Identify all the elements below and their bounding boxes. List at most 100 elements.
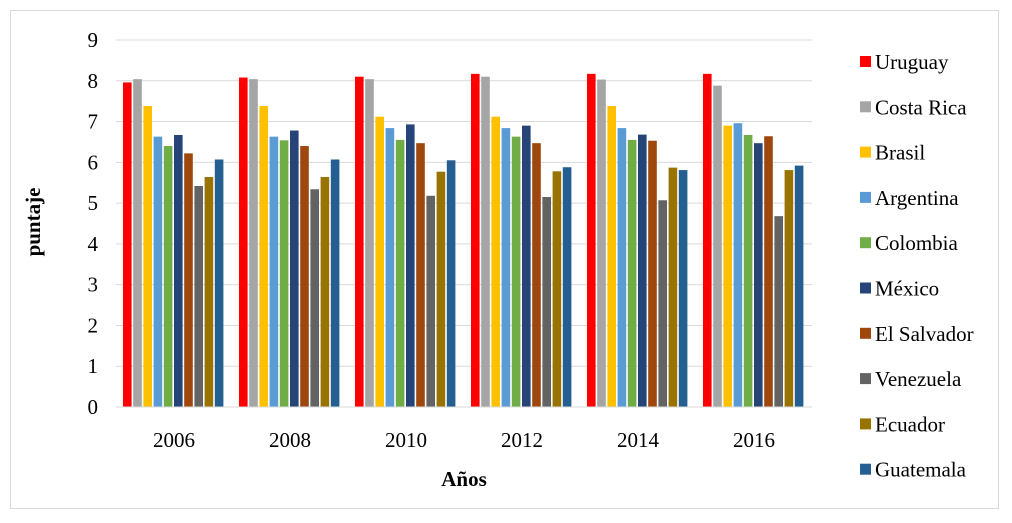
legend-label: Colombia bbox=[875, 231, 959, 255]
bar bbox=[658, 200, 667, 407]
legend-swatch bbox=[860, 282, 871, 294]
bar bbox=[365, 79, 374, 408]
bar bbox=[184, 153, 193, 407]
bar bbox=[300, 146, 309, 407]
bar bbox=[723, 125, 732, 407]
bar bbox=[194, 185, 203, 407]
bar bbox=[784, 170, 794, 407]
y-tick-label: 0 bbox=[88, 395, 99, 419]
x-tick-label: 2008 bbox=[269, 428, 311, 452]
bar bbox=[522, 125, 531, 407]
bar bbox=[395, 139, 405, 407]
bar bbox=[143, 106, 152, 407]
bar bbox=[678, 170, 688, 407]
legend-label: Uruguay bbox=[875, 50, 949, 74]
x-tick-label: 2016 bbox=[733, 428, 775, 452]
bar bbox=[279, 140, 289, 407]
y-tick-label: 5 bbox=[88, 191, 99, 215]
bar bbox=[133, 79, 142, 408]
y-tick-label: 3 bbox=[88, 273, 99, 297]
x-axis-title: Años bbox=[441, 467, 487, 491]
x-tick-label: 2014 bbox=[617, 428, 660, 452]
bar bbox=[743, 135, 753, 407]
legend-label: Brasil bbox=[875, 141, 925, 165]
bar bbox=[375, 116, 384, 407]
x-tick-label: 2012 bbox=[501, 428, 543, 452]
bar bbox=[713, 85, 722, 408]
bar bbox=[269, 136, 279, 407]
legend-swatch bbox=[860, 373, 871, 385]
bar bbox=[562, 167, 572, 407]
y-tick-label: 6 bbox=[88, 150, 99, 174]
bar bbox=[355, 76, 364, 407]
y-tick-label: 1 bbox=[88, 354, 99, 378]
bar bbox=[239, 77, 248, 408]
bar bbox=[703, 73, 712, 407]
bar bbox=[214, 159, 224, 407]
bar bbox=[794, 165, 804, 407]
bar bbox=[385, 128, 395, 407]
bar bbox=[416, 143, 425, 408]
y-tick-label: 9 bbox=[88, 28, 99, 52]
legend-label: Ecuador bbox=[875, 412, 945, 436]
bar bbox=[638, 134, 647, 407]
bar bbox=[617, 128, 627, 407]
bar bbox=[174, 135, 183, 407]
legend-swatch bbox=[860, 418, 871, 430]
bar bbox=[259, 106, 268, 407]
bar bbox=[163, 146, 173, 407]
x-tick-label: 2006 bbox=[153, 428, 195, 452]
bar bbox=[330, 159, 340, 407]
legend-swatch bbox=[860, 146, 871, 158]
bar bbox=[406, 124, 415, 407]
bar bbox=[552, 171, 562, 407]
bar bbox=[481, 76, 490, 407]
bar bbox=[249, 79, 258, 408]
legend-label: Guatemala bbox=[875, 458, 967, 482]
bar bbox=[426, 195, 435, 407]
legend-label: Argentina bbox=[875, 186, 959, 210]
bar bbox=[733, 123, 743, 407]
bar bbox=[597, 79, 606, 408]
bar bbox=[491, 116, 500, 407]
bar bbox=[204, 177, 214, 407]
legend: Uruguay Costa Rica Brasil Argentina Colombia… bbox=[860, 50, 974, 482]
legend-swatch bbox=[860, 327, 871, 339]
legend-label: El Salvador bbox=[875, 322, 974, 346]
bar bbox=[123, 82, 132, 407]
legend-swatch bbox=[860, 101, 871, 113]
legend-label: Venezuela bbox=[875, 367, 962, 391]
y-axis-title: puntaje bbox=[21, 188, 45, 257]
legend-swatch bbox=[860, 56, 871, 67]
bar bbox=[764, 136, 773, 408]
bar bbox=[153, 136, 163, 407]
bar bbox=[648, 140, 657, 407]
y-tick-label: 8 bbox=[88, 69, 99, 93]
legend-swatch bbox=[860, 191, 871, 203]
legend-label: México bbox=[875, 277, 939, 301]
bar bbox=[436, 171, 446, 407]
bar bbox=[290, 130, 299, 407]
bar bbox=[511, 136, 521, 407]
bar bbox=[774, 216, 783, 407]
bar bbox=[542, 196, 551, 407]
y-axis-ticks: 0 1 2 3 4 5 6 7 8 9 bbox=[88, 28, 99, 419]
bar bbox=[627, 139, 637, 407]
y-tick-label: 2 bbox=[88, 313, 99, 337]
y-tick-label: 4 bbox=[88, 232, 99, 256]
bar bbox=[532, 143, 541, 408]
x-tick-label: 2010 bbox=[385, 428, 427, 452]
legend-swatch bbox=[860, 463, 871, 475]
y-tick-label: 7 bbox=[88, 110, 99, 134]
bar bbox=[607, 106, 616, 407]
bar bbox=[668, 167, 678, 407]
bar bbox=[471, 73, 480, 407]
legend-swatch bbox=[860, 237, 871, 249]
bar bbox=[320, 177, 330, 407]
bar bbox=[446, 160, 456, 407]
bar bbox=[587, 73, 596, 407]
legend-label: Costa Rica bbox=[875, 95, 967, 119]
bar bbox=[501, 128, 511, 407]
